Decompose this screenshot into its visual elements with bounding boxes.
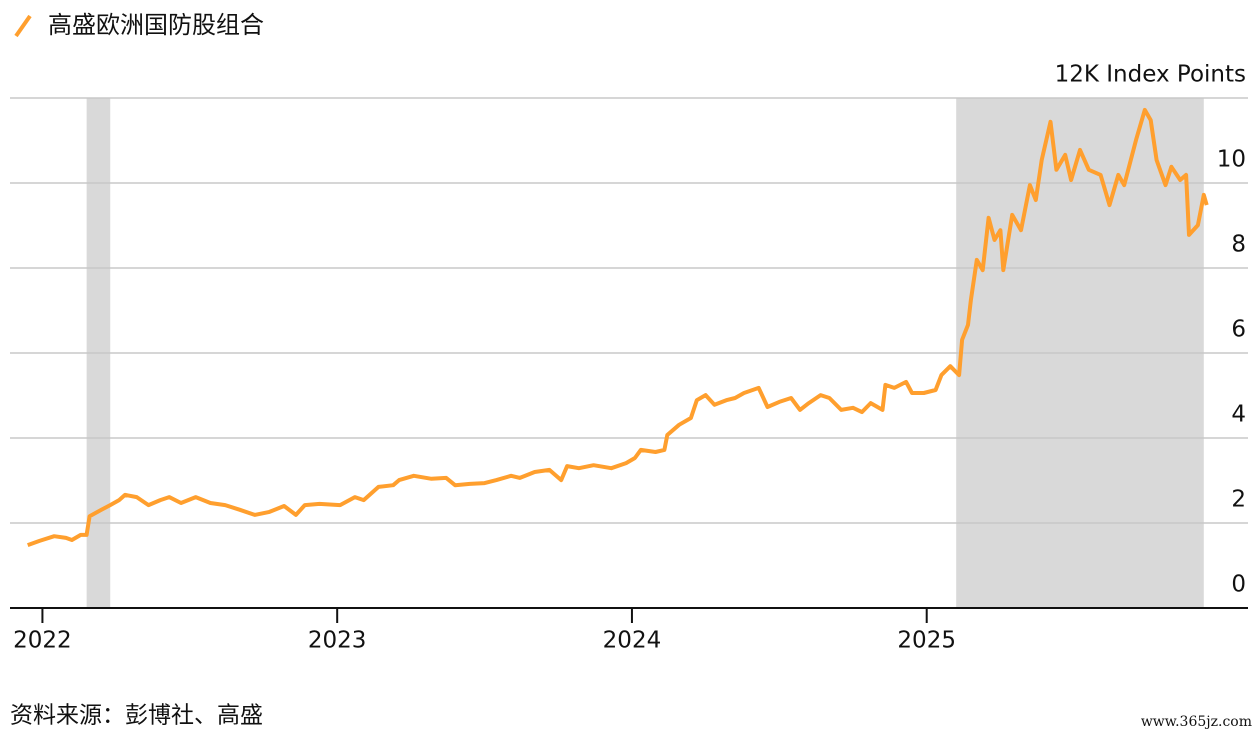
y-tick-label: 12K Index Points [1055,62,1246,88]
y-tick-label: 8 [1231,232,1246,258]
y-tick-label: 6 [1231,317,1246,343]
legend-icon [14,14,32,38]
x-tick-label: 2024 [603,628,662,654]
y-tick-label: 2 [1231,487,1246,513]
source: 资料来源：彭博社、高盛 [10,703,263,729]
y-tick-label: 4 [1231,402,1246,428]
x-tick-label: 2023 [308,628,367,654]
watermark: www.365jz.com [1141,714,1252,730]
y-tick-label: 0 [1231,572,1246,598]
x-tick-label: 2025 [897,628,956,654]
legend-label: 高盛欧洲国防股组合 [48,11,264,39]
line-series [27,107,1209,547]
x-tick-label: 2022 [13,628,72,654]
y-tick-label: 10 [1217,147,1246,173]
